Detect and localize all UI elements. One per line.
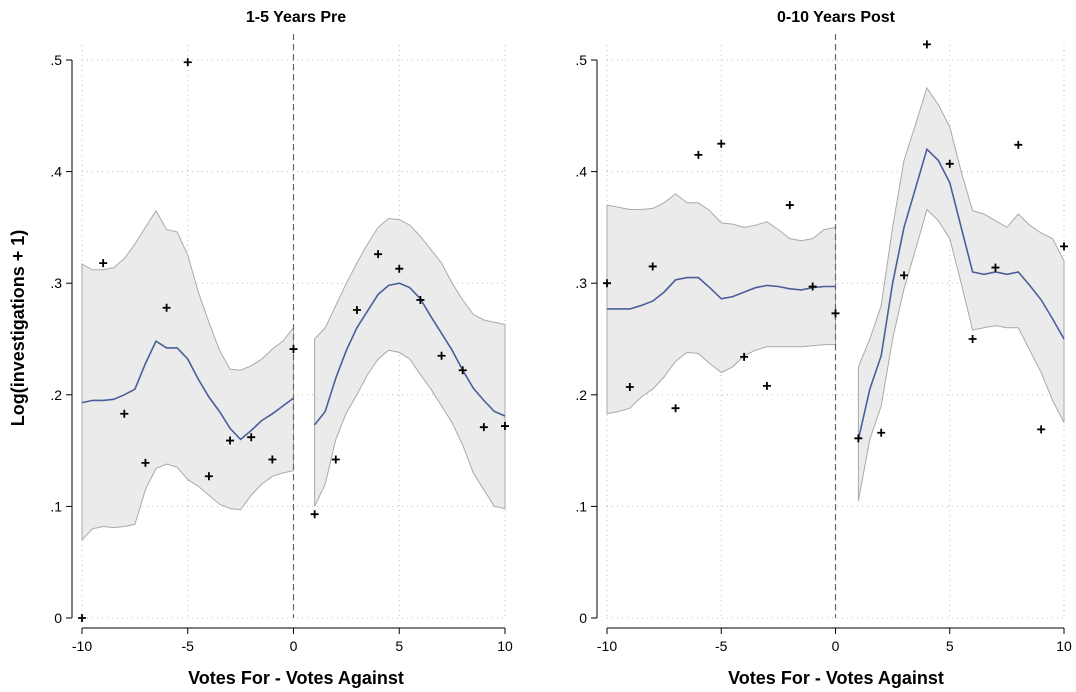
data-point	[416, 295, 425, 304]
y-tick-label: .2	[575, 387, 587, 403]
data-point	[331, 455, 340, 464]
y-tick-label: .2	[50, 387, 62, 403]
right-fit-line	[313, 282, 506, 426]
left-fit-line	[81, 340, 294, 441]
x-tick-label: 0	[832, 638, 840, 654]
data-point	[785, 201, 794, 210]
data-point	[458, 366, 467, 375]
data-point	[671, 404, 680, 413]
panel-title: 1-5 Years Pre	[246, 9, 346, 26]
data-point	[945, 159, 954, 168]
x-tick-label: -10	[72, 638, 92, 654]
data-point	[162, 303, 171, 312]
data-point	[717, 139, 726, 148]
data-point	[1060, 242, 1068, 251]
right-confidence-band	[857, 86, 1065, 501]
x-tick-label: 5	[946, 638, 954, 654]
right-fit-line	[857, 147, 1065, 440]
x-tick-label: 5	[395, 638, 403, 654]
panel-2: 0-10 Years Post 0 .1 .2 .3 .4 .5 -10 -5 0 5 10 Votes…	[575, 9, 1072, 688]
y-tick-label: .4	[50, 164, 62, 180]
data-point	[625, 382, 634, 391]
panel-title: 0-10 Years Post	[777, 9, 896, 26]
left-fit-line	[607, 276, 836, 310]
data-point	[603, 279, 611, 288]
data-point	[289, 345, 298, 354]
y-tick-label: .5	[575, 52, 587, 68]
right-confidence-band	[314, 217, 506, 510]
data-point	[226, 436, 235, 445]
data-point	[501, 422, 509, 431]
y-tick-label: .5	[50, 52, 62, 68]
y-axis-label: Log(investigations + 1)	[8, 230, 28, 427]
data-point	[374, 250, 383, 259]
data-point	[740, 352, 749, 361]
data-point	[1014, 140, 1023, 149]
left-confidence-band	[81, 209, 294, 542]
y-tick-label: .4	[575, 164, 587, 180]
y-tick-label: .1	[575, 498, 587, 514]
data-point	[900, 271, 909, 280]
data-point	[437, 351, 446, 360]
data-point	[141, 458, 150, 467]
data-point	[991, 263, 1000, 272]
x-axis-label: Votes For - Votes Against	[188, 668, 404, 688]
y-tick-label: .1	[50, 498, 62, 514]
data-point	[694, 150, 703, 159]
data-point	[247, 433, 256, 442]
data-point	[78, 614, 86, 622]
x-tick-label: -10	[597, 638, 617, 654]
data-point	[204, 472, 213, 481]
data-point	[120, 409, 129, 418]
data-point	[877, 428, 886, 437]
data-point	[854, 434, 863, 443]
data-point	[395, 264, 404, 273]
data-point	[99, 259, 108, 268]
data-point	[479, 423, 488, 432]
y-tick-label: .3	[575, 275, 587, 291]
data-point	[808, 282, 817, 291]
data-point	[352, 305, 361, 314]
data-point	[183, 58, 192, 67]
y-tick-label: 0	[579, 610, 587, 626]
x-tick-label: 0	[290, 638, 298, 654]
data-point	[268, 455, 277, 464]
panel-1: 1-5 Years Pre 0 .1 .2 .3 .4 .5 -10 -5 0 5 10 Votes F…	[50, 9, 513, 688]
data-point	[922, 40, 931, 49]
data-point	[648, 262, 657, 271]
x-tick-label: -5	[715, 638, 728, 654]
data-point	[762, 381, 771, 390]
x-tick-label: 10	[1056, 638, 1072, 654]
data-point	[1037, 425, 1046, 434]
data-point	[310, 510, 319, 519]
y-tick-label: 0	[54, 610, 62, 626]
x-axis-label: Votes For - Votes Against	[728, 668, 944, 688]
y-tick-label: .3	[50, 275, 62, 291]
x-tick-label: 10	[497, 638, 513, 654]
data-point	[831, 309, 840, 318]
x-tick-label: -5	[182, 638, 195, 654]
data-point	[968, 335, 977, 343]
